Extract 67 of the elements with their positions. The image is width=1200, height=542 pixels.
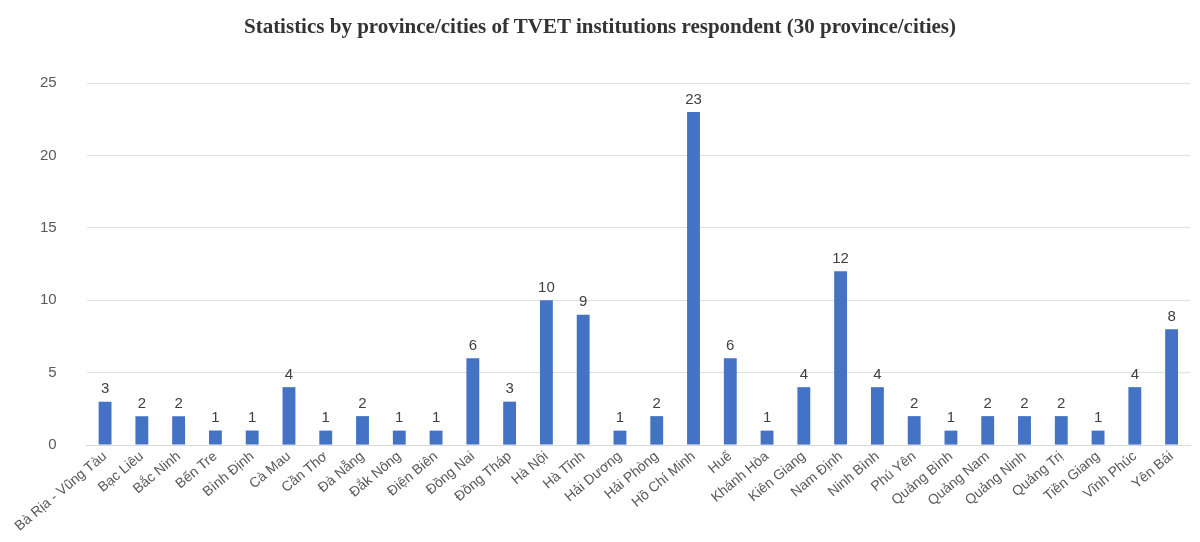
bar [687, 111, 700, 445]
data-label: 1 [615, 408, 625, 426]
data-label: 4 [284, 364, 294, 382]
y-tick-label: 25 [40, 73, 57, 91]
data-label: 1 [211, 408, 220, 426]
data-label: 3 [100, 379, 110, 397]
y-tick-label: 5 [48, 362, 57, 380]
data-label: 4 [1130, 364, 1140, 382]
data-label: 10 [538, 277, 555, 295]
data-label: 4 [799, 364, 809, 382]
data-label: 2 [910, 393, 919, 411]
data-label: 1 [431, 408, 441, 426]
bar [907, 416, 921, 445]
data-label: 1 [1093, 408, 1103, 426]
bar [429, 430, 443, 445]
bar [319, 430, 333, 445]
bar [981, 416, 995, 445]
bar [1054, 416, 1068, 445]
data-label: 1 [321, 408, 330, 426]
data-label: 1 [946, 408, 956, 426]
data-label: 2 [174, 393, 183, 411]
data-label: 2 [1057, 393, 1066, 411]
data-label: 6 [468, 335, 478, 353]
bar [135, 416, 149, 445]
bar [1018, 416, 1031, 445]
bar [1128, 387, 1142, 445]
data-label: 23 [685, 89, 702, 107]
bar [98, 401, 112, 445]
bar [503, 401, 517, 445]
data-label: 2 [137, 393, 147, 411]
bar [539, 300, 553, 445]
bar [870, 387, 884, 445]
data-label: 6 [726, 335, 735, 353]
bar [650, 416, 664, 445]
bar [576, 314, 590, 445]
bar [392, 430, 406, 445]
data-label: 3 [505, 379, 514, 397]
y-tick-label: 10 [40, 290, 57, 308]
data-label: 8 [1167, 306, 1176, 324]
y-tick-label: 0 [48, 435, 57, 453]
bar [613, 430, 627, 445]
data-label: 2 [652, 393, 661, 411]
data-label: 1 [395, 408, 404, 426]
bar [245, 430, 259, 445]
chart-title: Statistics by province/cities of TVET institutions respondent (30 province/cities) [242, 14, 958, 40]
bar [172, 416, 186, 445]
bar [760, 430, 774, 445]
bar [834, 271, 848, 445]
bar [356, 416, 369, 445]
data-label: 12 [832, 248, 849, 266]
data-label: 4 [873, 364, 882, 382]
data-label: 2 [358, 393, 367, 411]
bar [944, 430, 958, 445]
bar [466, 358, 480, 445]
data-label: 1 [248, 408, 257, 426]
data-label: 9 [579, 292, 588, 310]
data-label: 1 [762, 408, 772, 426]
bar [1165, 329, 1179, 445]
bar [1091, 430, 1105, 445]
data-label: 2 [983, 393, 992, 411]
bar [282, 387, 296, 445]
y-tick-label: 15 [40, 217, 57, 235]
bar [208, 430, 222, 445]
data-label: 2 [1020, 393, 1029, 411]
bar [797, 387, 811, 445]
bar [723, 358, 737, 445]
y-tick-label: 20 [40, 145, 57, 163]
